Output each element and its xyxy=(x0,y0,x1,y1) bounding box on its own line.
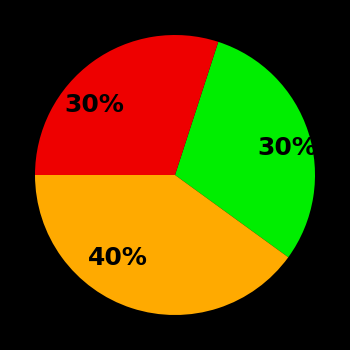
Text: 40%: 40% xyxy=(88,246,148,270)
Text: 30%: 30% xyxy=(64,93,124,117)
Wedge shape xyxy=(35,35,218,175)
Wedge shape xyxy=(175,42,315,257)
Text: 30%: 30% xyxy=(258,136,317,160)
Wedge shape xyxy=(35,175,288,315)
